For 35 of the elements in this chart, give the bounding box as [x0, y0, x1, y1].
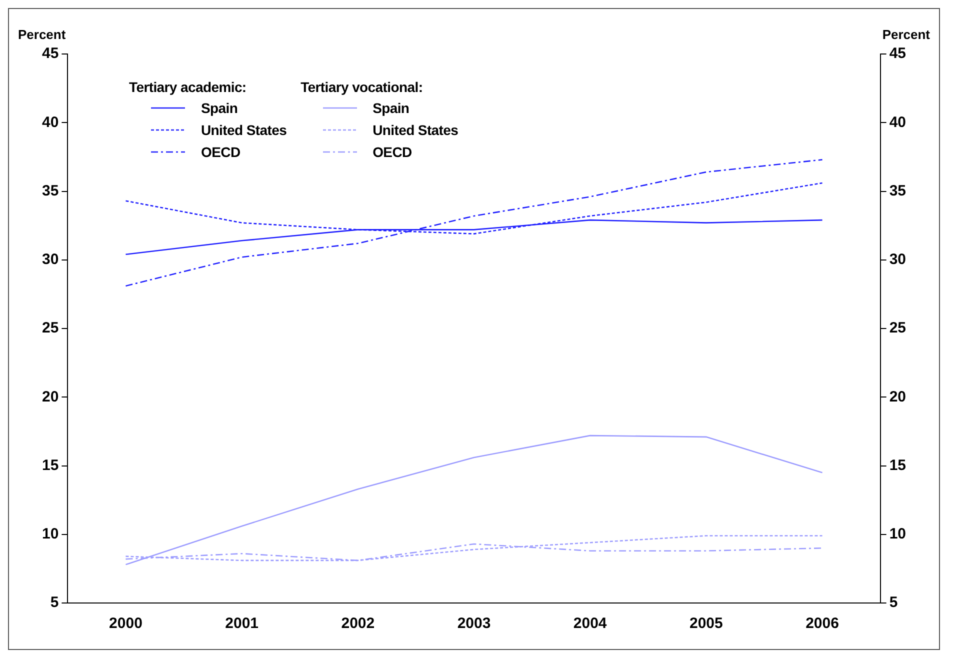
legend-label: United States	[372, 122, 458, 138]
x-tick-label: 2004	[573, 615, 608, 632]
y2-tick-label: 5	[889, 594, 898, 612]
y2-tick-label: 15	[889, 456, 906, 474]
legend-label: OECD	[372, 144, 412, 160]
y-tick-label: 15	[42, 456, 59, 474]
x-tick-label: 2003	[457, 615, 491, 632]
y2-tick-label: 25	[889, 320, 906, 337]
y-tick-label: 30	[42, 251, 59, 268]
x-tick-label: 2005	[689, 615, 723, 632]
y-axis-title: Percent	[18, 27, 66, 42]
annotation: Tertiary academic:	[129, 79, 248, 95]
legend-label: OECD	[201, 144, 240, 160]
x-tick-label: 2006	[806, 615, 839, 632]
y-tick-label: 10	[42, 526, 59, 543]
legend-label: Spain	[201, 100, 238, 116]
legend-label: United States	[201, 122, 287, 138]
legend-label: Spain	[372, 100, 410, 116]
y2-tick-label: 45	[889, 45, 906, 62]
x-tick-label: 2002	[341, 615, 375, 632]
y2-tick-label: 20	[889, 388, 906, 406]
y-tick-label: 45	[42, 45, 59, 62]
y2-tick-label: 35	[889, 182, 906, 200]
y-tick-label: 5	[50, 594, 59, 612]
y2-axis-title: Percent	[882, 27, 931, 42]
y-tick-label: 20	[42, 388, 59, 406]
y-tick-label: 25	[42, 320, 59, 337]
annotation: Tertiary vocational:	[300, 79, 424, 95]
x-tick-label: 2000	[109, 615, 142, 632]
y2-tick-label: 30	[889, 251, 906, 268]
y2-tick-label: 10	[889, 526, 906, 543]
y-tick-label: 35	[42, 182, 59, 200]
x-tick-label: 2001	[225, 615, 259, 632]
y-tick-label: 40	[42, 114, 59, 131]
y2-tick-label: 40	[889, 114, 906, 131]
